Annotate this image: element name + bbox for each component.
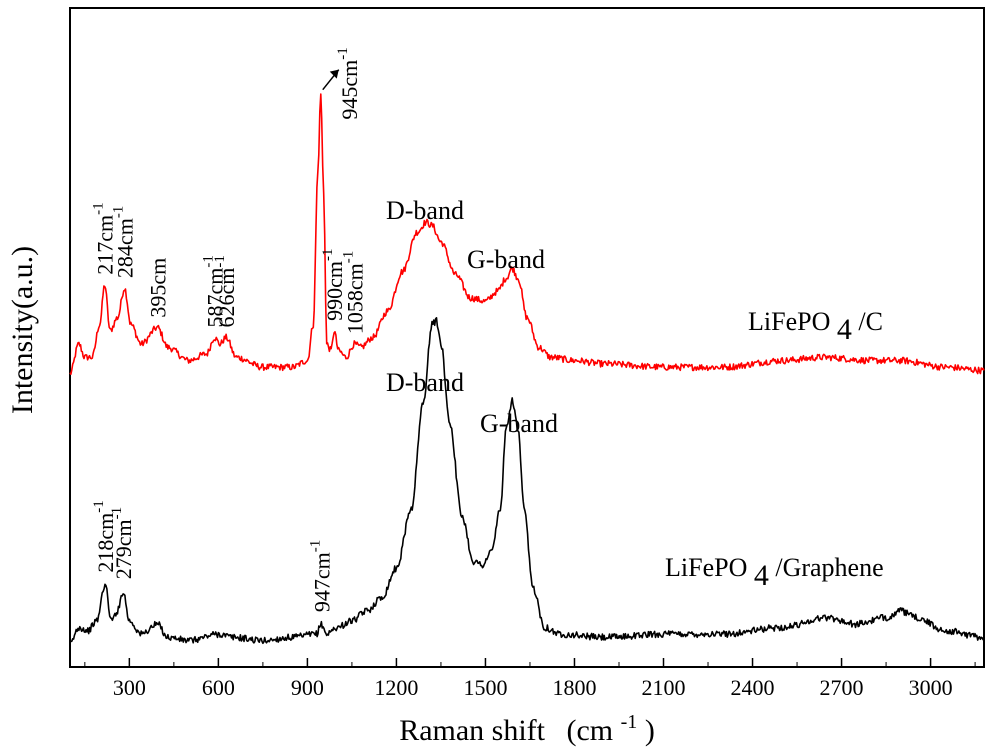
band-label-g-black: G-band — [480, 409, 558, 438]
x-tick-label: 300 — [113, 675, 146, 700]
series-label-sub: 4 — [837, 313, 852, 346]
x-axis-ticks: 300 600 900 1200 1500 1800 2100 2400 2700 3000 — [84, 658, 976, 700]
series-label-sub: 4 — [754, 559, 769, 592]
series-label-main: LiFePO — [748, 307, 830, 336]
band-label-g-red: G-band — [467, 245, 545, 274]
x-axis-label-text: Raman shift — [399, 714, 545, 747]
x-tick-label: 600 — [202, 675, 235, 700]
series-label-main: LiFePO — [665, 553, 747, 582]
peak-label: 284cm-1 — [111, 206, 138, 278]
x-tick-label: 1800 — [552, 675, 596, 700]
band-label-d-red: D-band — [386, 196, 464, 225]
x-tick-label: 900 — [291, 675, 324, 700]
band-label-d-black: D-band — [386, 368, 464, 397]
plot-frame — [69, 7, 985, 668]
peak-label: 395cm — [146, 258, 171, 318]
peak-label: 218cm-1 — [91, 500, 118, 572]
peak-arrowhead — [329, 69, 339, 79]
peak-label: 587cm-1 — [201, 255, 228, 327]
x-axis-unit: (cm — [567, 714, 614, 747]
series-line — [69, 93, 985, 375]
series-label-tail: /Graphene — [775, 553, 883, 582]
series-group — [69, 93, 985, 645]
peak-label: 217cm-1 — [91, 202, 118, 274]
x-axis-unit-close: ) — [645, 714, 655, 747]
x-axis-label: Raman shift (cm -1 ) — [399, 702, 655, 747]
peak-label: 279cm-1 — [109, 507, 136, 579]
series-line — [69, 317, 985, 645]
x-tick-label: 1500 — [463, 675, 507, 700]
y-axis-label: Intensity(a.u.) — [6, 246, 39, 414]
peak-label: 947cm-1 — [307, 540, 334, 612]
series-label-tail: /C — [858, 307, 883, 336]
x-axis-unit-exp: -1 — [621, 711, 638, 733]
peak-label: 1058cm-1 — [340, 251, 367, 334]
peak-label: 990cm-1 — [320, 249, 347, 321]
x-tick-label: 3000 — [909, 675, 953, 700]
peak-label: 945cm-1 — [335, 47, 362, 119]
series-label-lifepo4-c: LiFePO 4 /C — [748, 307, 883, 346]
x-tick-label: 1200 — [374, 675, 418, 700]
x-tick-label: 2400 — [731, 675, 775, 700]
x-tick-label: 2700 — [820, 675, 864, 700]
series-label-lifepo4-graphene: LiFePO 4 /Graphene — [665, 553, 884, 592]
x-tick-label: 2100 — [642, 675, 686, 700]
peak-label: 626cm-1 — [212, 255, 239, 327]
